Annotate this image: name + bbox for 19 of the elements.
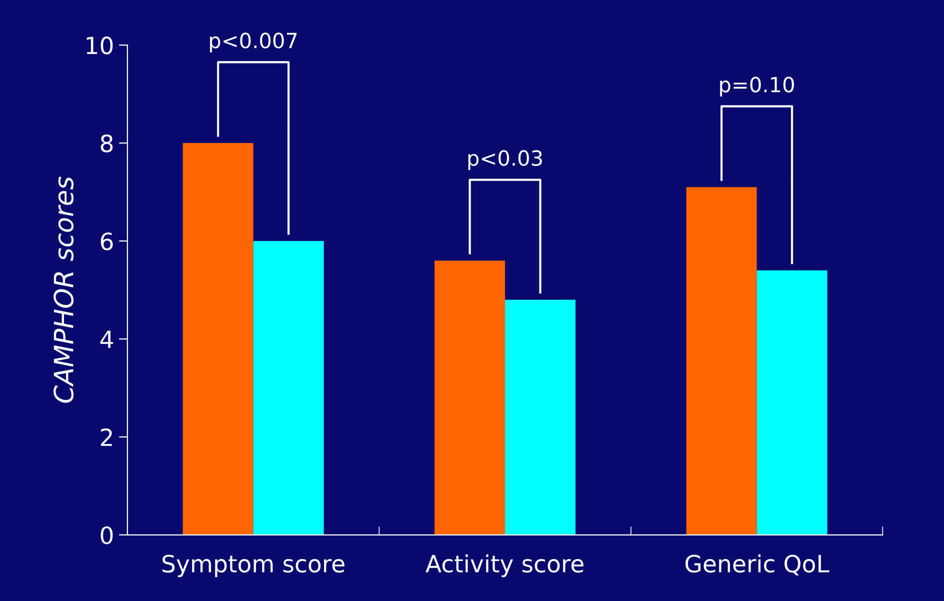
y-axis-title: CAMPHOR scores [54, 176, 74, 403]
y-tick-label: 8 [100, 134, 113, 152]
bar [253, 241, 324, 535]
x-tick-label: Generic QoL [685, 554, 830, 576]
annotation: p<0.03 [468, 150, 542, 170]
annotation: p<0.007 [210, 32, 297, 52]
bar [182, 143, 254, 535]
bar [434, 260, 506, 535]
y-tick-label: 4 [100, 330, 113, 348]
bar [686, 187, 757, 535]
y-tick-label: 10 [86, 36, 113, 54]
y-tick-label: 6 [100, 232, 113, 250]
bar [505, 300, 576, 535]
x-tick-label: Symptom score [162, 554, 344, 578]
x-tick-label: Activity score [426, 554, 584, 578]
y-tick-label: 2 [100, 428, 112, 446]
annotation: p=0.10 [720, 76, 794, 97]
y-tick-label: 0 [100, 526, 113, 544]
bar [756, 270, 828, 535]
